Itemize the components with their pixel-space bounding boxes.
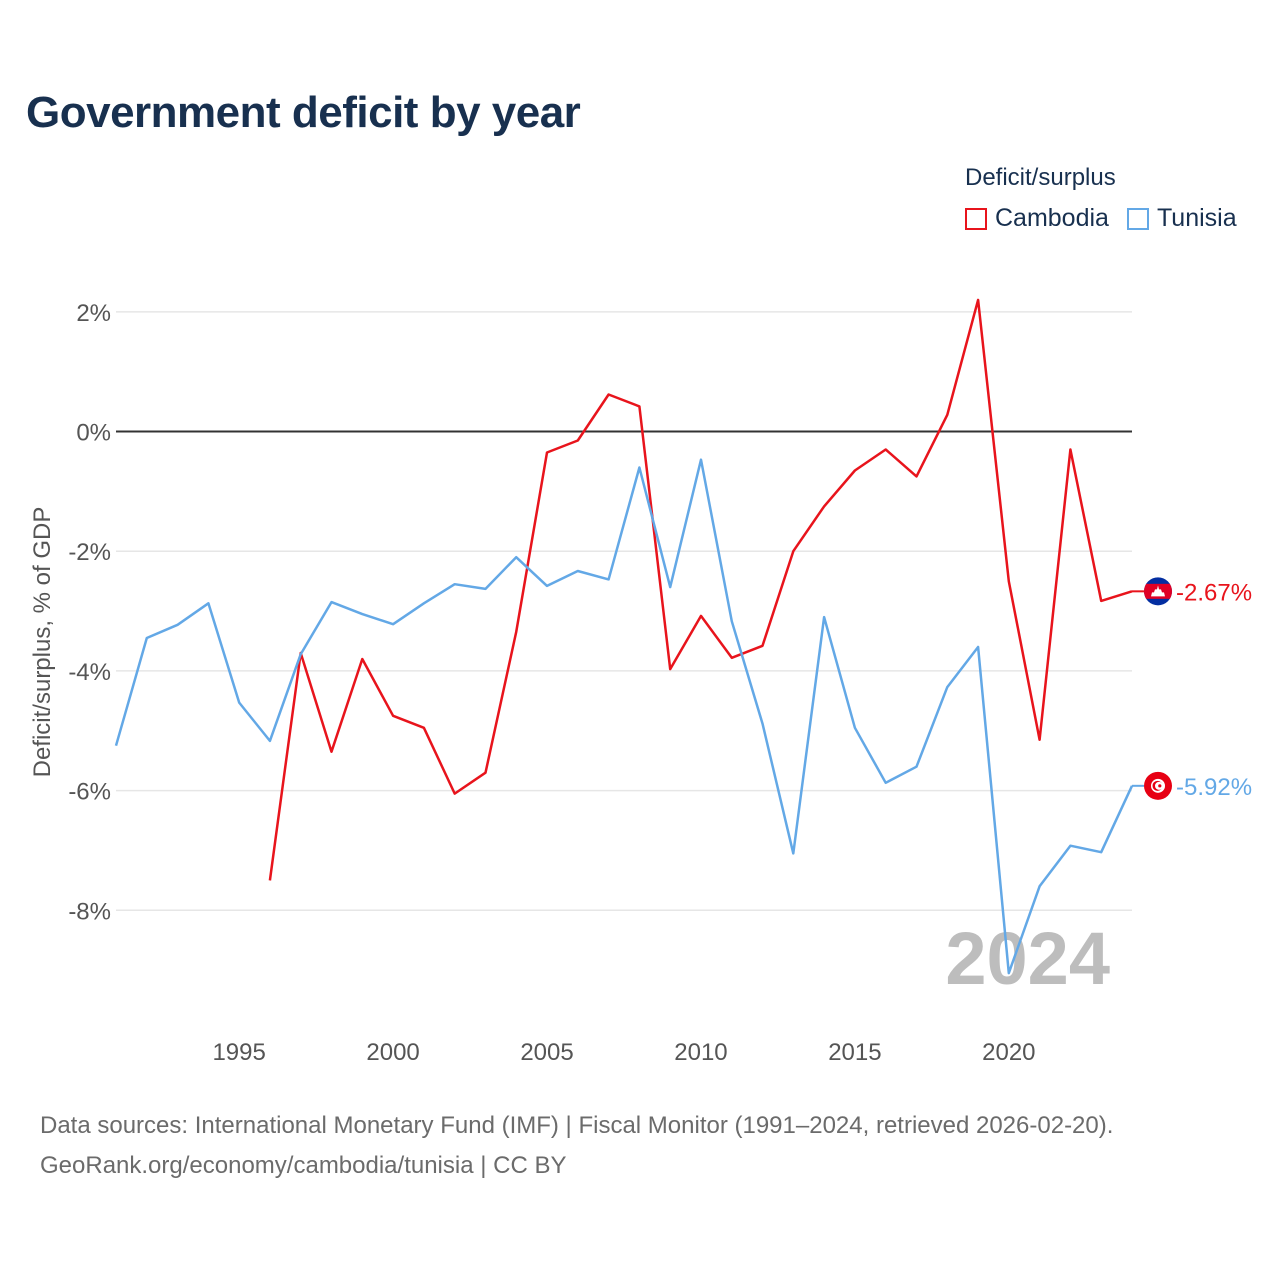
y-tick-labels: 2% 0% -2% -4% -6% -8% [68,300,111,925]
x-tick-label: 2010 [674,1039,727,1066]
series-line-cambodia[interactable] [268,298,1133,881]
y-tick-label: -2% [68,539,111,566]
sources-line-2[interactable]: GeoRank.org/economy/cambodia/tunisia | C… [40,1152,567,1179]
y-tick-label: 2% [76,300,111,327]
legend-label-tunisia: Tunisia [1156,204,1237,232]
sources-line-1: Data sources: International Monetary Fun… [40,1112,1114,1139]
legend-title: Deficit/surplus [965,164,1116,191]
y-tick-label: 0% [76,420,111,447]
end-value-label-tunisia: -5.92% [1176,774,1252,801]
x-tick-label: 2000 [366,1039,419,1066]
legend-swatch-cambodia [965,207,987,230]
data-sources: Data sources: International Monetary Fun… [40,1106,1113,1186]
chart-title: Government deficit by year [26,88,581,137]
y-axis-label: Deficit/surplus, % of GDP [29,507,56,778]
legend-item-cambodia[interactable]: Cambodia [965,204,1109,233]
series-layer: -2.67% -5.92% [114,298,1252,975]
y-tick-label: -6% [68,779,111,806]
series-line-tunisia[interactable] [114,458,1134,975]
y-tick-label: -4% [68,659,111,686]
year-watermark: 2024 [945,917,1110,1000]
tunisia-flag-icon [1144,771,1172,800]
legend-swatch-tunisia [1126,207,1149,230]
x-tick-label: 1995 [212,1039,265,1066]
legend: Cambodia Tunisia [965,204,1255,233]
end-value-label-cambodia: -2.67% [1176,579,1252,606]
legend-label-cambodia: Cambodia [995,204,1109,232]
y-tick-label: -8% [68,898,111,925]
x-tick-label: 2015 [828,1039,881,1066]
grid-layer [116,311,1132,912]
x-tick-labels: 1995 2000 2005 2010 2015 2020 [212,1039,1035,1066]
cambodia-flag-icon [1144,577,1172,606]
x-tick-label: 2005 [520,1039,573,1066]
x-tick-label: 2020 [982,1039,1035,1066]
legend-item-tunisia[interactable]: Tunisia [1126,204,1237,233]
